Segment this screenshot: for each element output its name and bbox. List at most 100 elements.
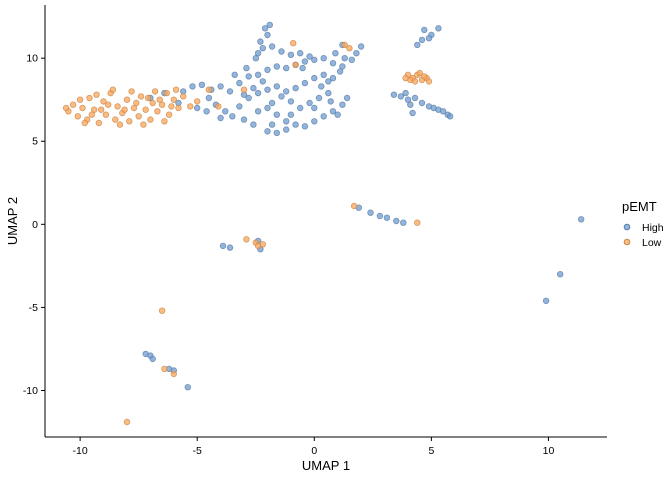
point-low-38 bbox=[186, 103, 194, 110]
point-low-3 bbox=[79, 104, 86, 112]
point-low-66 bbox=[240, 86, 248, 93]
point-high-109 bbox=[439, 108, 447, 115]
point-low-17 bbox=[135, 113, 142, 120]
point-high-118 bbox=[393, 217, 400, 225]
point-low-74 bbox=[158, 307, 166, 314]
point-high-99 bbox=[414, 41, 421, 49]
point-high-5 bbox=[226, 88, 234, 95]
point-high-62 bbox=[311, 104, 318, 112]
point-high-51 bbox=[306, 99, 313, 107]
point-high-38 bbox=[283, 118, 290, 125]
point-high-72 bbox=[254, 50, 262, 57]
point-low-70 bbox=[243, 236, 250, 243]
legend-entry-low: Low bbox=[621, 236, 662, 249]
point-low-40 bbox=[88, 111, 95, 118]
legend-entry-high: High bbox=[621, 221, 664, 234]
point-low-30 bbox=[93, 91, 100, 98]
y-tick-label: -5 bbox=[29, 302, 38, 314]
point-high-76 bbox=[297, 50, 304, 57]
point-low-39 bbox=[81, 119, 88, 127]
point-low-37 bbox=[172, 86, 180, 93]
point-high-28 bbox=[264, 86, 271, 93]
x-tick-label: 5 bbox=[428, 445, 434, 457]
point-high-55 bbox=[278, 93, 285, 100]
point-high-68 bbox=[257, 38, 264, 45]
point-low-73 bbox=[254, 242, 262, 250]
point-high-123 bbox=[219, 242, 227, 250]
legend-label-low: Low bbox=[642, 237, 662, 249]
point-high-101 bbox=[397, 93, 405, 100]
point-high-45 bbox=[343, 94, 351, 102]
point-high-47 bbox=[264, 128, 271, 135]
point-low-21 bbox=[149, 99, 156, 107]
point-low-11 bbox=[112, 116, 119, 123]
point-high-104 bbox=[411, 94, 419, 102]
point-high-2 bbox=[198, 81, 206, 88]
point-low-36 bbox=[161, 118, 168, 125]
point-high-85 bbox=[357, 43, 365, 50]
point-high-64 bbox=[231, 71, 238, 78]
point-high-48 bbox=[273, 129, 280, 137]
point-high-92 bbox=[327, 98, 334, 105]
point-high-95 bbox=[435, 25, 442, 32]
point-low-6 bbox=[90, 106, 98, 113]
point-high-37 bbox=[273, 111, 280, 118]
point-high-78 bbox=[299, 64, 306, 72]
point-low-1 bbox=[69, 101, 77, 108]
point-low-50 bbox=[205, 86, 213, 93]
point-high-69 bbox=[264, 31, 271, 39]
x-axis-ticks: -10 -5 0 5 10 bbox=[73, 437, 555, 457]
point-high-20 bbox=[205, 94, 213, 102]
point-low-59 bbox=[421, 73, 428, 80]
point-high-31 bbox=[292, 84, 299, 92]
point-low-67 bbox=[290, 40, 297, 47]
point-high-25 bbox=[236, 103, 243, 110]
point-high-36 bbox=[264, 104, 271, 112]
point-high-32 bbox=[301, 79, 309, 87]
y-tick-label: 5 bbox=[32, 136, 38, 148]
point-low-14 bbox=[123, 96, 131, 103]
point-low-41 bbox=[97, 106, 105, 113]
point-high-117 bbox=[383, 214, 391, 221]
point-high-65 bbox=[243, 64, 250, 72]
point-high-91 bbox=[203, 108, 210, 115]
x-tick-label: -10 bbox=[73, 445, 88, 457]
point-low-29 bbox=[76, 96, 84, 103]
point-high-129 bbox=[149, 355, 156, 363]
y-axis-ticks: -10 -5 0 5 10 bbox=[23, 53, 45, 397]
point-low-2 bbox=[74, 113, 81, 120]
point-high-46 bbox=[268, 121, 276, 128]
y-tick-label: 0 bbox=[32, 219, 38, 231]
legend-key-low bbox=[623, 238, 631, 246]
point-high-98 bbox=[418, 36, 426, 44]
point-low-44 bbox=[133, 99, 140, 107]
point-high-93 bbox=[334, 111, 341, 118]
point-high-22 bbox=[222, 108, 229, 115]
point-low-65 bbox=[292, 61, 299, 69]
point-high-10 bbox=[273, 63, 280, 70]
point-high-35 bbox=[329, 74, 337, 82]
point-high-103 bbox=[407, 101, 414, 108]
point-low-33 bbox=[128, 88, 135, 95]
x-tick-label: 10 bbox=[543, 445, 555, 457]
point-low-75 bbox=[161, 365, 168, 373]
point-low-12 bbox=[114, 103, 121, 110]
point-high-11 bbox=[283, 64, 290, 72]
point-high-90 bbox=[193, 104, 201, 112]
point-low-51 bbox=[215, 103, 222, 110]
point-high-97 bbox=[425, 35, 433, 42]
point-low-69 bbox=[414, 219, 421, 226]
point-low-20 bbox=[147, 116, 154, 123]
point-high-119 bbox=[400, 219, 407, 226]
point-high-81 bbox=[336, 68, 344, 75]
point-low-64 bbox=[346, 45, 353, 52]
point-low-18 bbox=[137, 93, 145, 100]
point-low-23 bbox=[158, 101, 166, 108]
point-low-26 bbox=[170, 96, 177, 103]
point-high-75 bbox=[287, 51, 295, 58]
point-high-122 bbox=[542, 297, 550, 304]
point-high-116 bbox=[376, 212, 384, 220]
point-low-58 bbox=[416, 69, 423, 77]
y-tick-label: -10 bbox=[23, 385, 38, 397]
y-axis-title: UMAP 2 bbox=[5, 197, 20, 245]
